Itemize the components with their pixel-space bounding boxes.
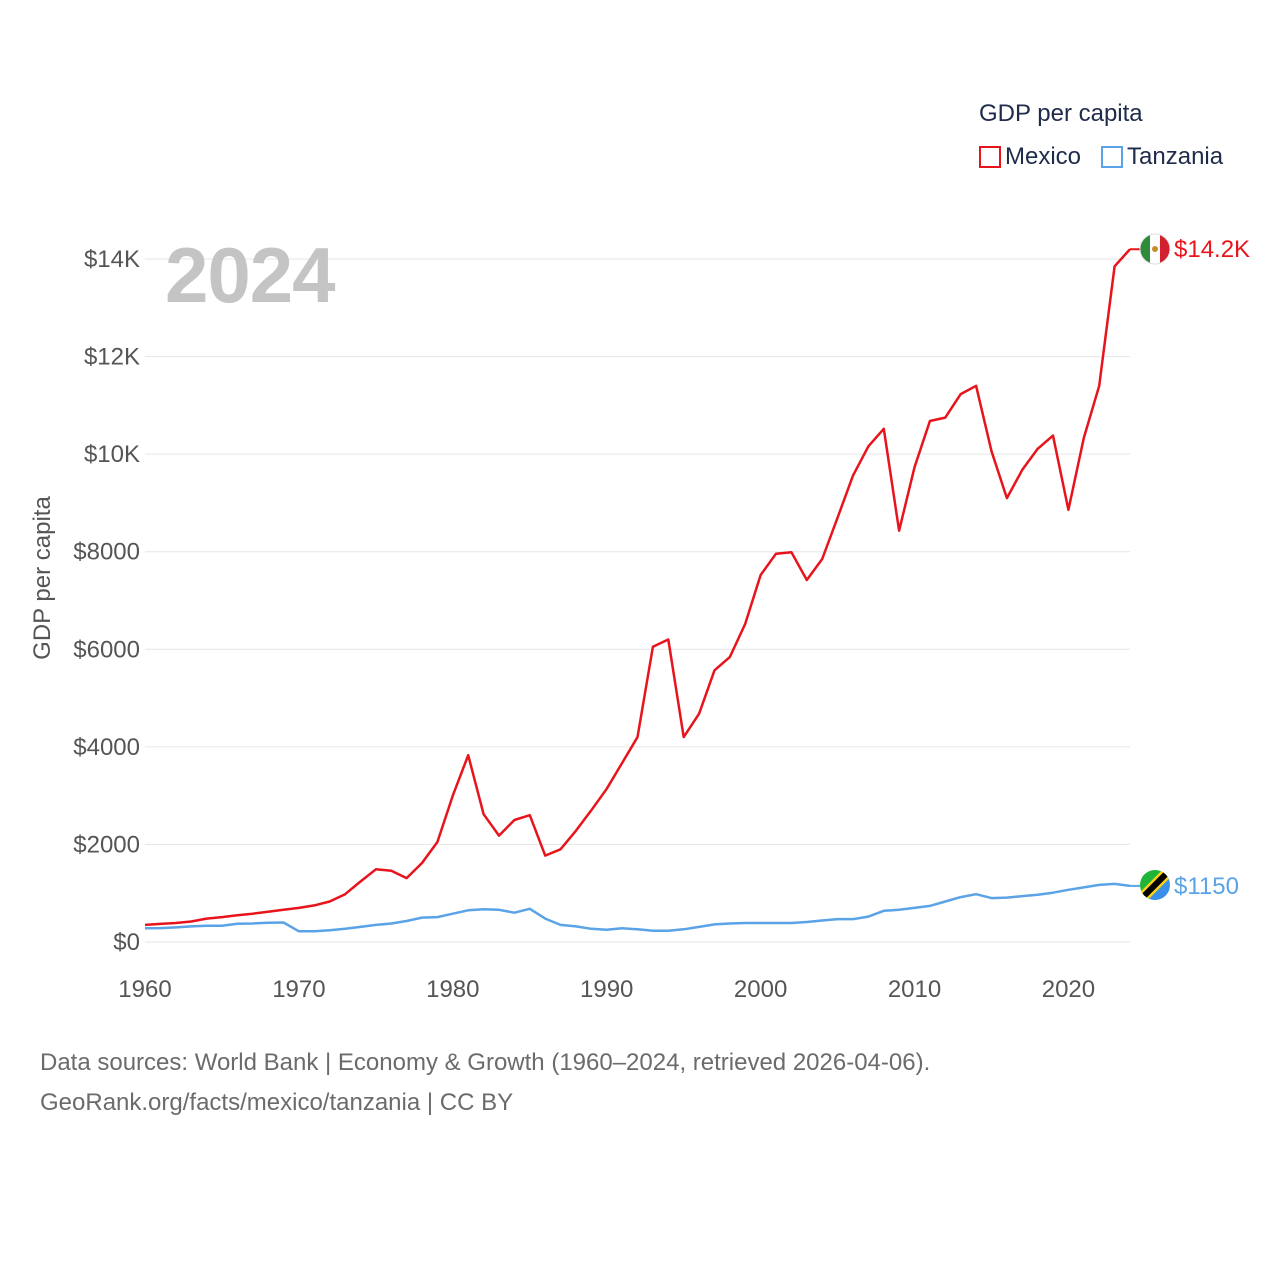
y-axis-ticks: $0 $2000 $4000 $6000 $8000 $10K $12K $14K [73, 246, 140, 956]
legend-item-tanzania[interactable]: Tanzania [1101, 143, 1223, 171]
series-line-mexico[interactable] [144, 248, 1131, 927]
y-tick-label: $0 [113, 929, 140, 956]
y-tick-label: $8000 [73, 539, 140, 566]
mexico-flag-border [1139, 233, 1171, 265]
legend-item-mexico[interactable]: Mexico [979, 143, 1081, 171]
gridlines [145, 258, 1130, 943]
y-tick-label: $10K [84, 441, 140, 468]
mexico-flag-icon [1140, 234, 1170, 264]
year-watermark: 2024 [165, 231, 336, 319]
legend-title: GDP per capita [979, 100, 1143, 127]
y-tick-label: $6000 [73, 636, 140, 663]
tanzania-flag-icon [1140, 870, 1170, 900]
y-tick-label: $2000 [73, 831, 140, 858]
x-tick-label: 1960 [118, 976, 171, 1003]
legend: Mexico Tanzania [979, 143, 1243, 171]
x-axis-ticks: 1960 1970 1980 1990 2000 2010 2020 [118, 976, 1095, 1003]
source-line-2[interactable]: GeoRank.org/facts/mexico/tanzania | CC B… [40, 1089, 514, 1116]
series-line-tanzania[interactable] [144, 882, 1131, 933]
y-tick-label: $14K [84, 246, 140, 273]
x-tick-label: 2000 [734, 976, 787, 1003]
y-axis-label: GDP per capita [29, 496, 56, 660]
source-line-1: Data sources: World Bank | Economy & Gro… [40, 1049, 931, 1076]
x-tick-label: 1970 [272, 976, 325, 1003]
x-tick-label: 2020 [1042, 976, 1095, 1003]
series-lines [144, 248, 1140, 933]
y-tick-label: $12K [84, 344, 140, 371]
legend-label-mexico: Mexico [1005, 143, 1082, 170]
x-tick-label: 1980 [426, 976, 479, 1003]
x-tick-label: 1990 [580, 976, 633, 1003]
x-tick-label: 2010 [888, 976, 941, 1003]
y-tick-label: $4000 [73, 734, 140, 761]
source-footer: Data sources: World Bank | Economy & Gro… [40, 1043, 930, 1123]
tanzania-end-label: $1150 [1174, 873, 1239, 900]
legend-swatch-tanzania [1101, 146, 1124, 168]
mexico-end-label: $14.2K [1174, 236, 1250, 263]
legend-swatch-mexico [979, 146, 1001, 168]
legend-label-tanzania: Tanzania [1127, 143, 1224, 170]
